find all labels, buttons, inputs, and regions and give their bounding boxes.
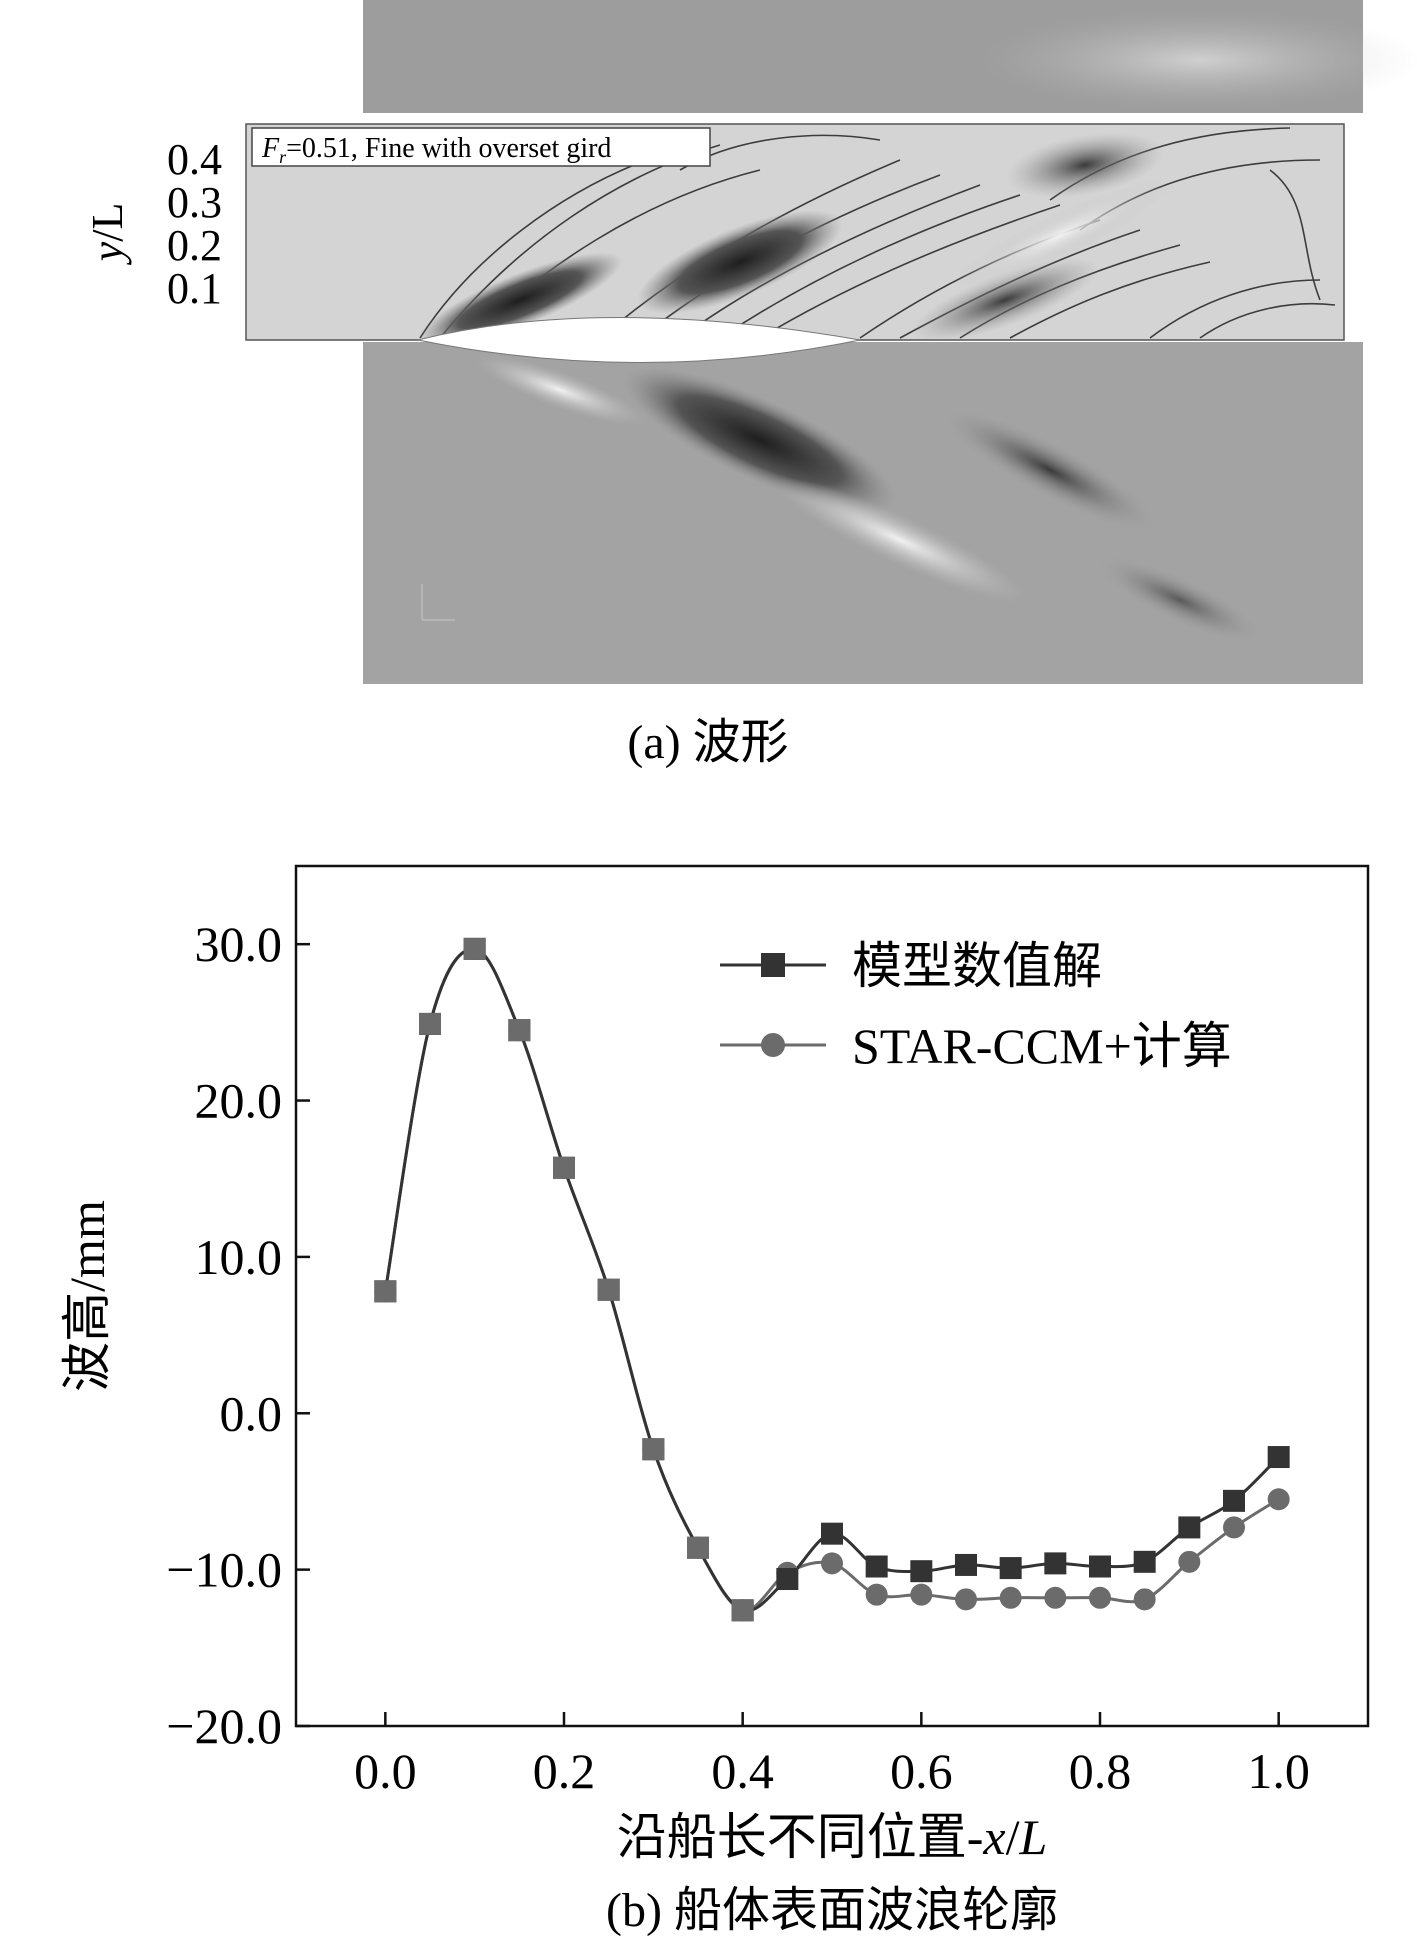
panel-a-y-ticks: 0.4 0.3 0.2 0.1 bbox=[167, 135, 222, 313]
data-point-circle bbox=[1089, 1586, 1111, 1609]
x-tick-label: 0.6 bbox=[890, 1743, 953, 1799]
legend: 模型数值解 STAR-CCM+计算 bbox=[720, 938, 1232, 1074]
data-point-circle bbox=[821, 1552, 843, 1575]
hull-shape bbox=[417, 317, 861, 363]
data-point-circle bbox=[1178, 1550, 1201, 1573]
data-point-square bbox=[955, 1553, 977, 1576]
data-point-square bbox=[1267, 1446, 1290, 1469]
x-tick-label: 1.0 bbox=[1247, 1743, 1310, 1799]
caption-a: (a) 波形 bbox=[627, 716, 788, 769]
x-tick-label: 0.2 bbox=[533, 1743, 596, 1799]
y-axis-label: 波高/mm bbox=[59, 1200, 115, 1392]
inset-label: Fr=0.51, Fine with overset gird bbox=[261, 133, 611, 167]
upper-trough bbox=[1006, 132, 1164, 198]
data-point-square bbox=[1223, 1489, 1245, 1512]
data-point-square bbox=[999, 1557, 1022, 1580]
data-point-circle bbox=[1044, 1586, 1067, 1609]
legend-marker-square bbox=[761, 953, 785, 977]
y-tick-label: 0.0 bbox=[220, 1385, 283, 1441]
wave-profile-chart: 30.020.010.00.0−10.0−20.0 0.0 0.2 0.4 0.6 0.… bbox=[59, 864, 1370, 1937]
data-point-circle bbox=[865, 1583, 888, 1606]
data-point-overlap bbox=[553, 1156, 575, 1179]
data-point-square bbox=[1044, 1552, 1067, 1575]
panel-a-y-tick: 0.1 bbox=[167, 264, 222, 313]
data-point-overlap bbox=[687, 1536, 709, 1559]
x-tick-label: 0.0 bbox=[354, 1743, 417, 1799]
axis-triad-icon bbox=[421, 584, 455, 621]
y-tick-label: −10.0 bbox=[166, 1542, 282, 1598]
data-point-circle bbox=[1223, 1516, 1245, 1539]
data-point-overlap bbox=[508, 1019, 531, 1042]
inset-label-box bbox=[251, 127, 711, 167]
y-ticks: 30.0 20.0 10.0 0.0 −10.0 −20.0 bbox=[166, 916, 310, 1754]
wave-pattern-figure: Fr=0.51, Fine with overset gird 0.4 0.3 … bbox=[83, 0, 1417, 769]
data-point-overlap bbox=[419, 1012, 441, 1035]
data-point-square bbox=[1133, 1550, 1156, 1573]
y-tick-label: 30.0 bbox=[195, 916, 283, 972]
first-trough bbox=[637, 210, 843, 314]
data-point-circle bbox=[955, 1588, 977, 1611]
bottom-trough-1 bbox=[623, 366, 897, 514]
legend-marker-circle bbox=[761, 1033, 785, 1057]
series-lines bbox=[374, 937, 1290, 1622]
data-point-circle bbox=[910, 1583, 933, 1606]
data-point-square bbox=[1178, 1516, 1201, 1539]
x-axis-label: 沿船长不同位置-x/L bbox=[617, 1809, 1048, 1865]
data-point-square bbox=[1089, 1555, 1111, 1578]
y-tick-label: 10.0 bbox=[195, 1229, 283, 1285]
bottom-trough-3 bbox=[1097, 557, 1263, 643]
data-point-square bbox=[821, 1522, 843, 1545]
panel-a-y-tick: 0.2 bbox=[167, 221, 222, 270]
legend-label-model: 模型数值解 bbox=[852, 938, 1102, 994]
panel-a-y-tick: 0.3 bbox=[167, 178, 222, 227]
top-strip-shade bbox=[980, 10, 1417, 110]
bottom-crest-2 bbox=[772, 476, 1028, 604]
plot-frame bbox=[294, 864, 1370, 1728]
data-point-circle bbox=[999, 1586, 1022, 1609]
data-point-overlap bbox=[463, 937, 486, 960]
x-tick-label: 0.8 bbox=[1069, 1743, 1132, 1799]
bottom-crest-1 bbox=[475, 354, 645, 426]
data-point-overlap bbox=[731, 1599, 754, 1622]
data-point-overlap bbox=[597, 1278, 620, 1301]
bottom-trough-2 bbox=[943, 409, 1157, 531]
data-point-square bbox=[865, 1555, 888, 1578]
y-tick-label: −20.0 bbox=[166, 1698, 282, 1754]
data-point-square bbox=[776, 1568, 799, 1591]
data-point-square bbox=[910, 1560, 933, 1583]
data-point-circle bbox=[1133, 1588, 1156, 1611]
legend-label-star: STAR-CCM+计算 bbox=[852, 1018, 1232, 1074]
second-trough bbox=[910, 257, 1100, 343]
x-tick-label: 0.4 bbox=[711, 1743, 774, 1799]
crest-band bbox=[950, 180, 1170, 290]
panel-a-y-tick: 0.4 bbox=[167, 135, 222, 184]
panel-a-y-label: y/L bbox=[83, 203, 132, 266]
caption-b: (b) 船体表面波浪轮廓 bbox=[606, 1884, 1058, 1937]
data-point-overlap bbox=[374, 1280, 397, 1303]
data-point-circle bbox=[1267, 1488, 1290, 1511]
bow-trough bbox=[417, 252, 623, 348]
x-ticks: 0.0 0.2 0.4 0.6 0.8 1.0 bbox=[354, 1712, 1310, 1799]
data-point-overlap bbox=[642, 1438, 665, 1461]
y-tick-label: 20.0 bbox=[195, 1073, 283, 1129]
